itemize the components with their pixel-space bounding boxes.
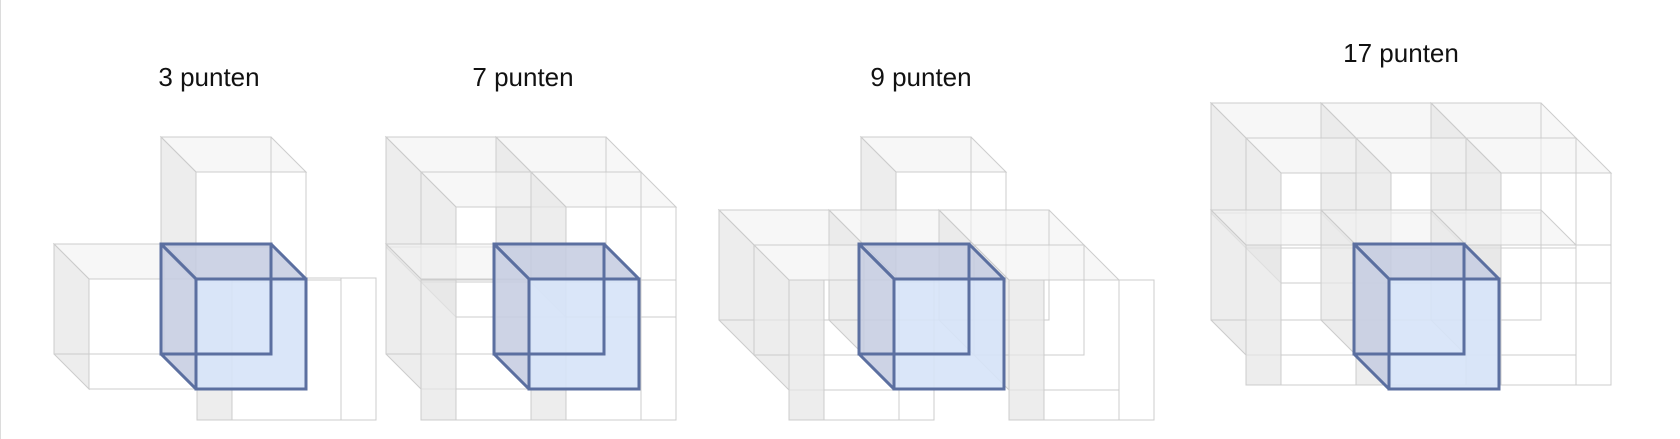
center-cube bbox=[492, 242, 641, 391]
neighbor-cube-8 bbox=[1008, 279, 1155, 421]
panel-title-3: 3 punten bbox=[158, 62, 260, 92]
center-cube bbox=[857, 242, 1006, 391]
panel-7-points bbox=[384, 135, 678, 421]
panel-title-9: 9 punten bbox=[870, 62, 972, 92]
panel-3-points bbox=[52, 135, 377, 421]
center-cube bbox=[1352, 242, 1501, 391]
neighbor-cube-2 bbox=[717, 208, 866, 357]
panel-title-7: 7 punten bbox=[472, 62, 574, 92]
center-cube bbox=[159, 242, 308, 391]
panel-17-points bbox=[1209, 101, 1613, 391]
panel-title-17: 17 punten bbox=[1343, 38, 1459, 68]
panel-9-points bbox=[717, 135, 1155, 421]
